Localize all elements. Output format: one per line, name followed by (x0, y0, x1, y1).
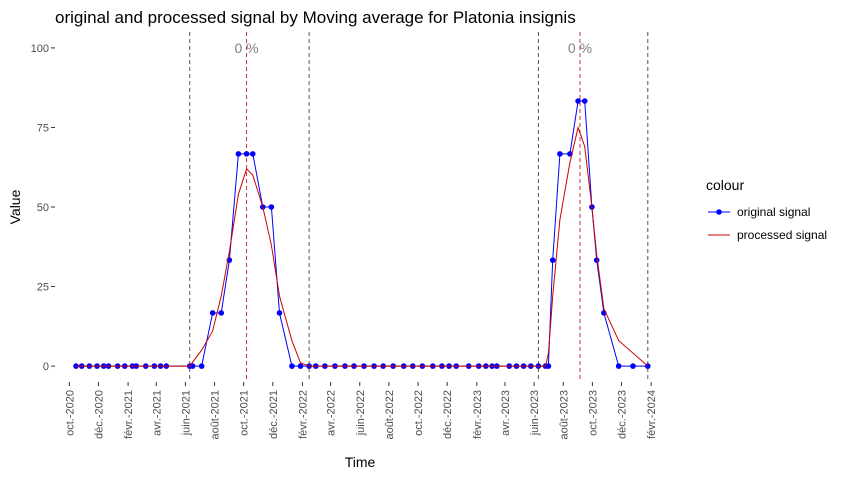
legend-items: original signal processed signal (708, 205, 827, 242)
series-line-0 (76, 100, 648, 367)
series-line-1 (76, 125, 649, 367)
data-point (235, 151, 242, 157)
y-axis-title: Value (7, 189, 23, 224)
x-tick-label: avr.-2021 (151, 390, 163, 436)
data-point (615, 363, 622, 369)
x-tick-label: oct.-2021 (239, 390, 251, 436)
x-axis-title: Time (345, 454, 376, 470)
x-tick-label: juin-2022 (355, 390, 367, 436)
series-1 (76, 125, 649, 367)
y-tick-label: 25 (37, 282, 49, 294)
data-point (249, 151, 256, 157)
x-tick-label: févr.-2024 (646, 390, 658, 439)
x-tick-label: avr.-2022 (326, 390, 338, 436)
y-axis: 0 25 50 75 100 (31, 43, 55, 373)
x-tick-label: déc.-2020 (93, 390, 105, 439)
x-tick-label: oct.-2022 (413, 390, 425, 436)
chart-title: original and processed signal by Moving … (55, 8, 576, 27)
x-tick-label: août-2021 (210, 390, 222, 440)
x-tick-label: avr.-2023 (500, 390, 512, 436)
data-point (575, 98, 581, 104)
annotation-label-1: 0 % (568, 40, 592, 56)
data-point (276, 310, 283, 316)
x-tick-label: juin-2021 (180, 390, 192, 436)
data-point (243, 151, 250, 157)
x-tick-label: févr.-2023 (472, 390, 484, 439)
series-layer (73, 98, 651, 369)
data-point (581, 98, 588, 104)
x-tick-label: oct.-2023 (587, 390, 599, 436)
x-tick-label: oct.-2020 (64, 390, 76, 436)
x-tick-label: août-2023 (558, 390, 570, 440)
x-tick-label: févr.-2021 (123, 390, 135, 439)
data-point (218, 310, 225, 316)
legend-title: colour (706, 177, 744, 193)
x-tick-label: déc.-2021 (268, 390, 280, 439)
legend-label: processed signal (737, 228, 827, 242)
data-point (297, 363, 304, 369)
data-point (268, 204, 275, 210)
legend-key-marker (716, 209, 722, 215)
annotation-label-0: 0 % (234, 40, 258, 56)
data-point (209, 310, 216, 316)
y-tick-label: 50 (37, 202, 49, 214)
legend-item-0: original signal (708, 205, 810, 219)
x-axis: oct.-2020 déc.-2020 févr.-2021 avr.-2021 jui… (64, 382, 658, 440)
x-tick-label: déc.-2023 (617, 390, 629, 439)
x-tick-label: févr.-2022 (297, 390, 309, 439)
x-tick-label: juin-2023 (529, 390, 541, 436)
reference-lines (189, 32, 649, 382)
series-0 (73, 98, 651, 369)
data-point (289, 363, 295, 369)
annotations: 0 % 0 % (234, 40, 592, 56)
y-tick-label: 100 (31, 43, 49, 55)
legend: colour original signal processed signal (706, 177, 827, 242)
data-point (545, 363, 552, 369)
y-tick-label: 0 (43, 361, 49, 373)
data-point (557, 151, 563, 157)
y-tick-label: 75 (37, 122, 49, 134)
legend-label: original signal (737, 205, 810, 219)
legend-item-1: processed signal (708, 228, 827, 242)
x-tick-label: août-2022 (384, 390, 396, 440)
x-tick-label: déc.-2022 (442, 390, 454, 439)
data-point (630, 363, 636, 369)
data-point (549, 257, 556, 263)
data-point (198, 363, 205, 369)
